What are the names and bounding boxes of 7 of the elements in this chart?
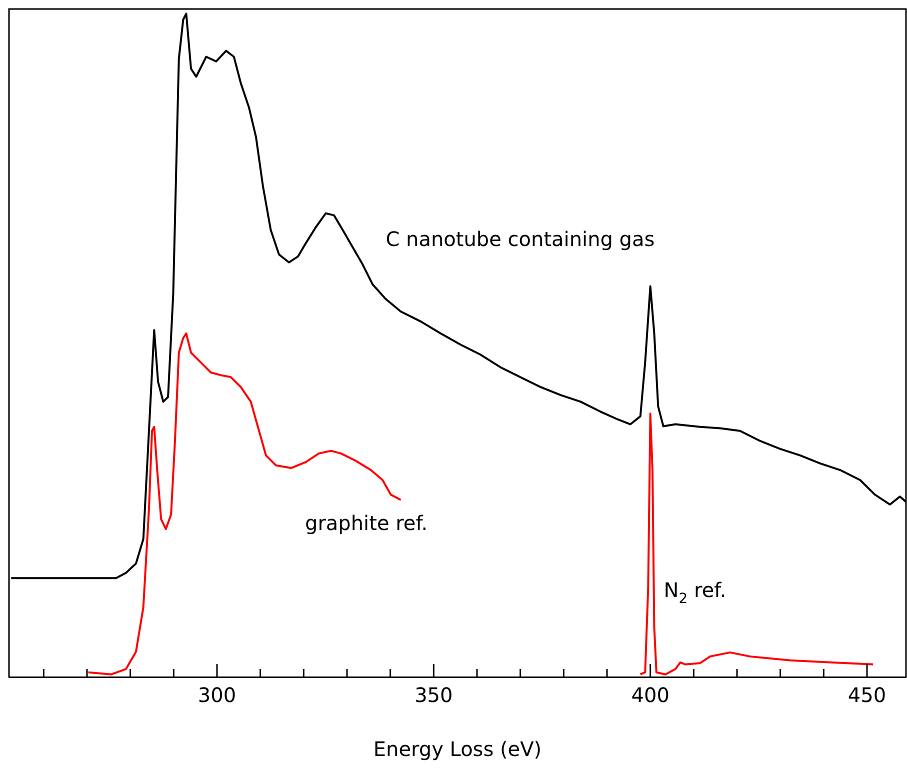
x-tick-label: 400 [631,683,670,708]
series-label: graphite ref. [305,511,428,536]
x-axis-title: Energy Loss (eV) [373,737,542,762]
series-label: C nanotube containing gas [386,227,655,252]
x-tick-label: 350 [414,683,453,708]
x-tick-label: 300 [198,683,236,708]
x-tick-label: 450 [848,683,886,708]
